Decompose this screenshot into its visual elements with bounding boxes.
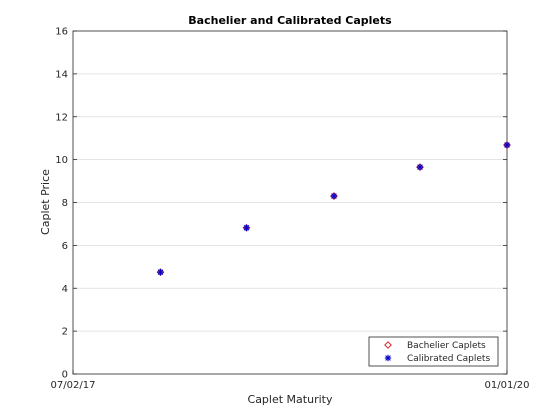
y-tick-label: 14 — [55, 69, 68, 80]
x-axis-label: Caplet Maturity — [248, 393, 333, 406]
legend-label-calibrated: Calibrated Caplets — [407, 354, 490, 364]
calibrated-point-0 — [157, 268, 164, 276]
calibrated-point-1 — [243, 224, 250, 231]
y-axis-label: Caplet Price — [39, 169, 52, 235]
y-axis-ticks: 0 2 4 6 8 10 12 14 16 — [55, 27, 507, 381]
legend-box — [368, 336, 499, 367]
y-tick-label: 12 — [55, 112, 68, 123]
legend-diamond-icon — [384, 341, 392, 349]
x-axis-ticks: 07/02/17 01/01/20 — [51, 370, 530, 391]
calibrated-point-4 — [503, 141, 511, 149]
legend: Bachelier Caplets Calibrated Caplets — [368, 336, 499, 367]
x-tick-label: 01/01/20 — [485, 380, 530, 391]
y-tick-label: 0 — [62, 370, 68, 381]
y-tick-label: 10 — [55, 155, 68, 166]
calibrated-point-3 — [416, 163, 424, 171]
y-tick-label: 4 — [62, 284, 68, 295]
x-tick-label: 07/02/17 — [51, 380, 96, 391]
grid-lines — [73, 73, 507, 332]
calibrated-point-2 — [330, 192, 338, 200]
data-markers — [156, 141, 511, 277]
chart-title: Bachelier and Calibrated Caplets — [188, 14, 392, 27]
legend-label-bachelier: Bachelier Caplets — [407, 341, 486, 351]
y-tick-label: 16 — [55, 27, 68, 38]
y-tick-label: 8 — [62, 198, 68, 209]
legend-marker-calibrated — [384, 354, 392, 362]
legend-asterisk-icon — [384, 354, 392, 362]
y-tick-label: 2 — [62, 327, 68, 338]
y-tick-label: 6 — [62, 241, 68, 252]
legend-marker-bachelier — [384, 341, 392, 349]
